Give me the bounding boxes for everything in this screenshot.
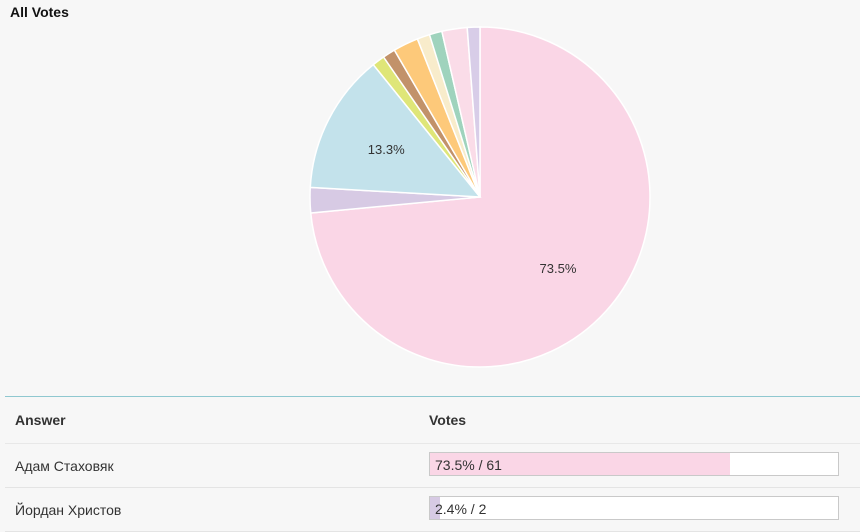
table-row: Адам Стаховяк 73.5% / 61 bbox=[5, 444, 860, 488]
answer-column-header: Answer bbox=[15, 412, 66, 428]
vote-bar: 2.4% / 2 bbox=[429, 496, 839, 520]
vote-bar-fill bbox=[430, 453, 730, 475]
answer-cell: Йордан Христов bbox=[15, 502, 122, 518]
pie-chart: 73.5% 13.3% bbox=[309, 26, 651, 368]
pie-slice-label: 73.5% bbox=[540, 261, 577, 276]
vote-bar-text: 2.4% / 2 bbox=[435, 501, 487, 517]
pie-slice bbox=[309, 63, 482, 198]
vote-bar-text: 73.5% / 61 bbox=[435, 457, 502, 473]
pie-slice bbox=[466, 26, 481, 198]
pie-slice-label: 13.3% bbox=[368, 142, 405, 157]
votes-column-header: Votes bbox=[429, 412, 467, 428]
table-header: Answer Votes bbox=[5, 397, 860, 444]
chart-title: All Votes bbox=[10, 4, 69, 20]
answer-cell: Адам Стаховяк bbox=[15, 458, 114, 474]
divider bbox=[5, 396, 860, 397]
vote-bar-fill bbox=[430, 497, 440, 519]
votes-table: Answer Votes Адам Стаховяк 73.5% / 61 Йо… bbox=[5, 397, 860, 532]
vote-bar: 73.5% / 61 bbox=[429, 452, 839, 476]
table-row: Йордан Христов 2.4% / 2 bbox=[5, 488, 860, 532]
